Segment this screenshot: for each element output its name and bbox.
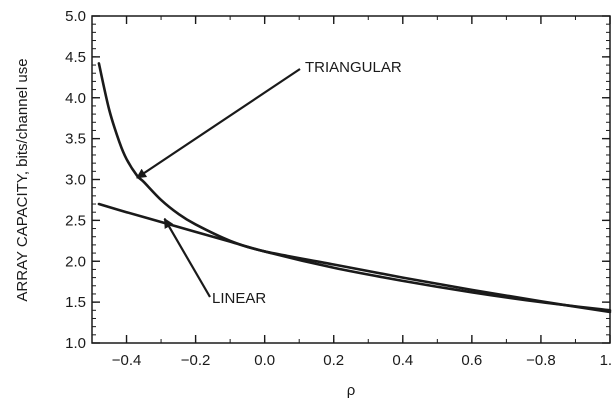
x-tick-label: 0.2	[323, 352, 344, 369]
annotation-arrow	[163, 217, 211, 298]
y-tick-label: 3.0	[65, 172, 86, 189]
x-tick-label: 0.4	[392, 352, 413, 369]
x-tick-label: −0.4	[112, 352, 142, 369]
annotations: TRIANGULAR LINEAR	[136, 59, 402, 307]
x-axis-title: ρ	[347, 382, 356, 399]
x-tick-label: 0.6	[461, 352, 482, 369]
y-tick-label: 1.0	[65, 335, 86, 352]
y-tick-label: 2.5	[65, 212, 86, 229]
x-tick-label: −0.2	[181, 352, 211, 369]
series-group	[97, 62, 612, 314]
x-tick-label: 0.0	[254, 352, 275, 369]
y-tick-label: 2.0	[65, 253, 86, 270]
y-tick-label: 1.5	[65, 294, 86, 311]
series-line-triangular	[97, 62, 612, 312]
x-axis: −0.4 −0.2 0.0 0.2 0.4 0.6 −0.8 1.0	[91, 16, 612, 369]
annotation-label: LINEAR	[212, 290, 266, 307]
x-tick-label: 1.0	[600, 352, 612, 369]
y-tick-label: 3.5	[65, 131, 86, 148]
x-tick-label: −0.8	[526, 352, 556, 369]
y-tick-label: 4.0	[65, 90, 86, 107]
y-axis: 1.0 1.5 2.0 2.5 3.0 3.5 4.0 4.5 5.0	[65, 8, 610, 352]
annotation-label: TRIANGULAR	[305, 59, 402, 76]
y-tick-label: 5.0	[65, 8, 86, 25]
y-tick-label: 4.5	[65, 49, 86, 66]
annotation-arrow	[136, 68, 301, 179]
series-line-linear	[97, 202, 612, 314]
y-axis-title: ARRAY CAPACITY, bits/channel use	[14, 58, 31, 301]
